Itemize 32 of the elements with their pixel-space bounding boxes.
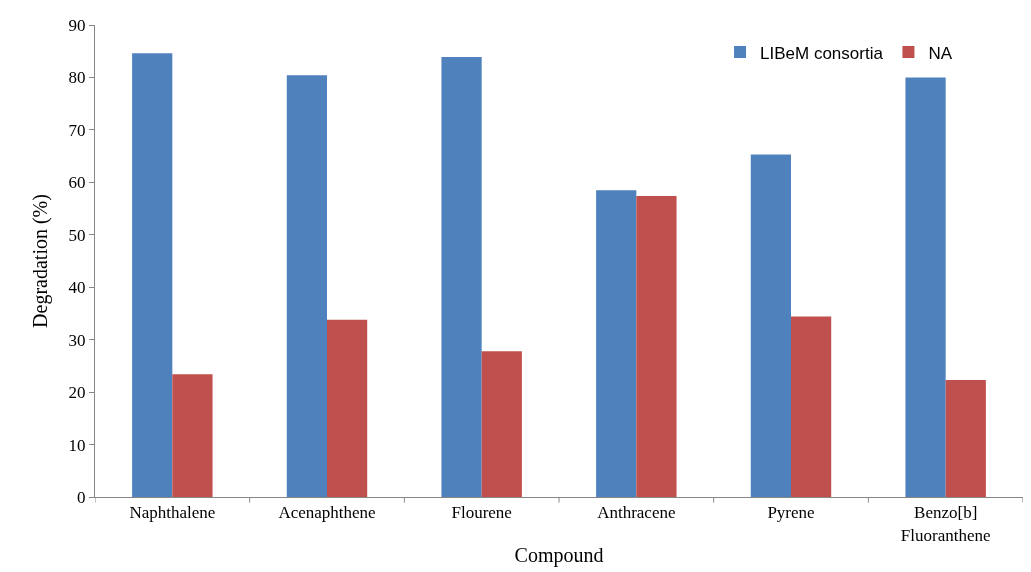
y-tick-label: 50 (68, 225, 86, 245)
bar (286, 75, 327, 497)
bar (327, 319, 368, 497)
y-axis-title: Degradation (%) (29, 194, 53, 328)
x-tick-label: Anthracene (597, 503, 676, 523)
bar (172, 374, 213, 497)
bar (945, 380, 986, 497)
bar (905, 77, 946, 497)
x-tick-label: Flourene (451, 503, 512, 523)
legend-label: NA (928, 43, 953, 63)
x-tick-label: Acenaphthene (278, 503, 376, 523)
bar (132, 53, 173, 497)
y-tick-label: 10 (68, 435, 86, 455)
bar (441, 56, 482, 497)
y-tick-label: 70 (68, 120, 86, 140)
bar (596, 190, 637, 497)
bar (481, 351, 522, 497)
y-tick-label: 0 (77, 487, 86, 507)
y-tick-label: 60 (68, 173, 86, 193)
x-tick-label: Naphthalene (129, 503, 216, 523)
y-tick-label: 90 (68, 15, 86, 35)
y-tick-label: 40 (68, 278, 86, 298)
y-tick-label: 20 (68, 383, 86, 403)
y-tick-label: 80 (68, 68, 86, 88)
x-tick-label: Pyrene (767, 503, 815, 523)
bar (636, 195, 677, 497)
legend-label: LIBeM consortia (760, 43, 884, 63)
x-axis-title: Compound (514, 544, 604, 567)
bar (791, 316, 832, 497)
x-tick-label: Benzo[b] Fluoranthene (900, 503, 991, 545)
y-tick-label: 30 (68, 330, 86, 350)
bar (750, 154, 791, 497)
